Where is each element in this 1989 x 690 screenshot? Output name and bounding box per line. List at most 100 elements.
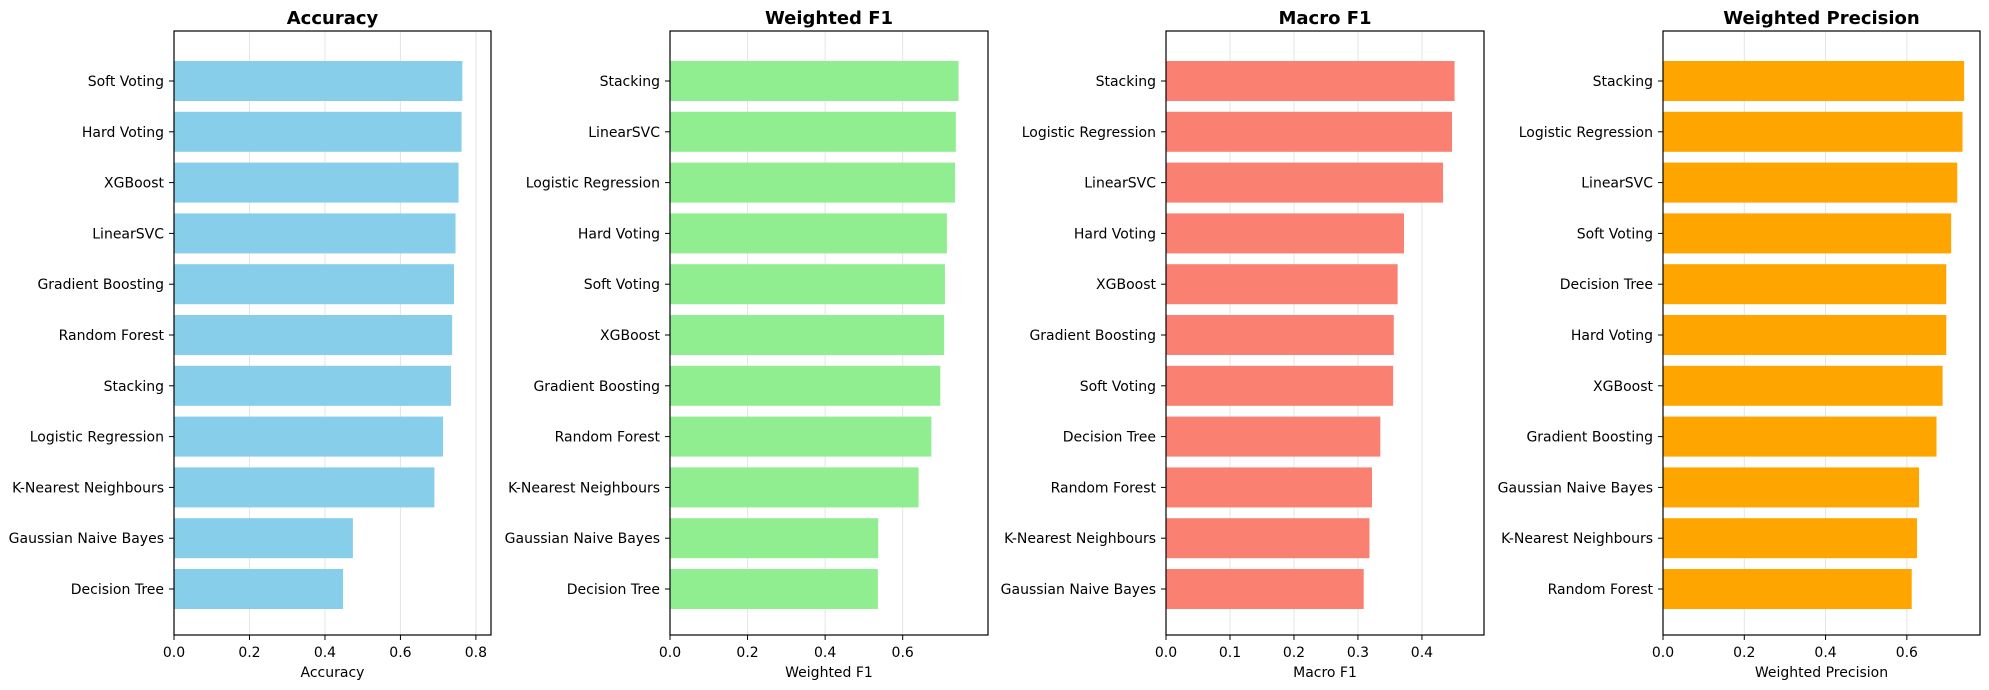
x-tick-label: 0.0 (1652, 645, 1674, 661)
x-tick-label: 0.6 (1896, 645, 1918, 661)
bar (174, 416, 444, 457)
x-tick-label: 0.1 (1219, 645, 1241, 661)
bar (174, 315, 453, 355)
category-label: Gradient Boosting (533, 379, 660, 395)
category-label: Logistic Regression (1519, 125, 1653, 141)
axes-frame (1165, 30, 1485, 636)
category-label: Stacking (600, 74, 660, 90)
category-label: Gradient Boosting (1029, 328, 1156, 344)
x-axis-label: Weighted Precision (1755, 665, 1888, 681)
x-tick-label: 0.4 (1411, 645, 1433, 661)
bar (1663, 416, 1937, 457)
category-label: Hard Voting (578, 226, 660, 242)
bar (1166, 162, 1444, 203)
x-axis-label: Weighted F1 (785, 665, 873, 681)
bar (174, 162, 459, 203)
category-label: K-Nearest Neighbours (12, 480, 164, 496)
x-tick-label: 0.0 (1155, 645, 1177, 661)
category-label: LinearSVC (588, 125, 660, 141)
bar (670, 315, 945, 355)
bar (1663, 569, 1912, 609)
bar (174, 365, 451, 406)
bar (1166, 467, 1373, 508)
category-label: LinearSVC (1581, 176, 1653, 192)
bar (670, 213, 947, 254)
category-label: Gaussian Naive Bayes (1001, 582, 1156, 598)
chart-title: Macro F1 (1278, 8, 1371, 29)
category-label: Random Forest (59, 328, 165, 344)
bar (670, 518, 879, 559)
bar (670, 416, 932, 457)
category-label: Soft Voting (1080, 379, 1156, 395)
category-label: Gaussian Naive Bayes (9, 531, 164, 547)
category-label: Decision Tree (1560, 277, 1653, 293)
category-label: XGBoost (1096, 277, 1156, 293)
category-label: Decision Tree (1063, 430, 1156, 446)
category-label: XGBoost (1593, 379, 1653, 395)
bar (174, 61, 463, 101)
category-label: Soft Voting (584, 277, 660, 293)
category-label: K-Nearest Neighbours (1501, 531, 1653, 547)
bar (1663, 365, 1943, 406)
category-label: Decision Tree (567, 582, 660, 598)
bar (174, 467, 435, 508)
category-label: Logistic Regression (526, 176, 660, 192)
category-label: LinearSVC (92, 226, 164, 242)
category-label: Stacking (104, 379, 164, 395)
bar (1166, 315, 1394, 355)
x-tick-label: 0.6 (389, 645, 411, 661)
category-label: Gaussian Naive Bayes (505, 531, 660, 547)
chart-title: Accuracy (287, 8, 379, 29)
category-label: XGBoost (104, 176, 164, 192)
bar (1166, 569, 1364, 609)
axes-frame (1662, 30, 1981, 636)
chart-title: Weighted Precision (1723, 8, 1919, 29)
x-tick-label: 0.4 (1814, 645, 1836, 661)
bar (174, 111, 462, 152)
bar (174, 569, 344, 609)
x-axis-label: Accuracy (301, 665, 365, 681)
bar (1166, 111, 1453, 152)
bar (1166, 213, 1405, 254)
bar (174, 518, 353, 559)
category-label: Soft Voting (1577, 226, 1653, 242)
bar (1663, 315, 1947, 355)
bar (1663, 467, 1920, 508)
category-label: Stacking (1593, 74, 1653, 90)
category-label: XGBoost (600, 328, 660, 344)
category-label: Gradient Boosting (37, 277, 164, 293)
category-label: LinearSVC (1084, 176, 1156, 192)
bar (1166, 264, 1398, 305)
chart-panel-2: Stacking LinearSVC Logistic Regression Hard… (505, 8, 989, 681)
category-label: Random Forest (555, 430, 661, 446)
category-label: K-Nearest Neighbours (508, 480, 660, 496)
x-tick-label: 0.2 (736, 645, 758, 661)
x-tick-label: 0.0 (659, 645, 681, 661)
bar (1663, 162, 1958, 203)
x-tick-label: 0.4 (814, 645, 836, 661)
bar (1166, 61, 1455, 101)
x-tick-label: 0.2 (1283, 645, 1305, 661)
axes-frame (669, 30, 989, 636)
bar (670, 162, 956, 203)
bar (1166, 365, 1394, 406)
x-tick-label: 0.2 (238, 645, 260, 661)
category-label: Random Forest (1548, 582, 1654, 598)
bar (1166, 416, 1381, 457)
bar (1663, 518, 1918, 559)
bar (670, 61, 959, 101)
bar (1663, 61, 1965, 101)
x-axis-label: Macro F1 (1293, 665, 1357, 681)
category-label: Hard Voting (1571, 328, 1653, 344)
category-label: Stacking (1096, 74, 1156, 90)
category-label: Logistic Regression (30, 430, 164, 446)
bar (1663, 213, 1952, 254)
bar (670, 467, 919, 508)
category-label: Random Forest (1051, 480, 1157, 496)
x-tick-label: 0.0 (163, 645, 185, 661)
x-tick-label: 0.4 (314, 645, 336, 661)
x-tick-label: 0.8 (465, 645, 487, 661)
category-label: Decision Tree (71, 582, 164, 598)
bar (1663, 264, 1947, 305)
